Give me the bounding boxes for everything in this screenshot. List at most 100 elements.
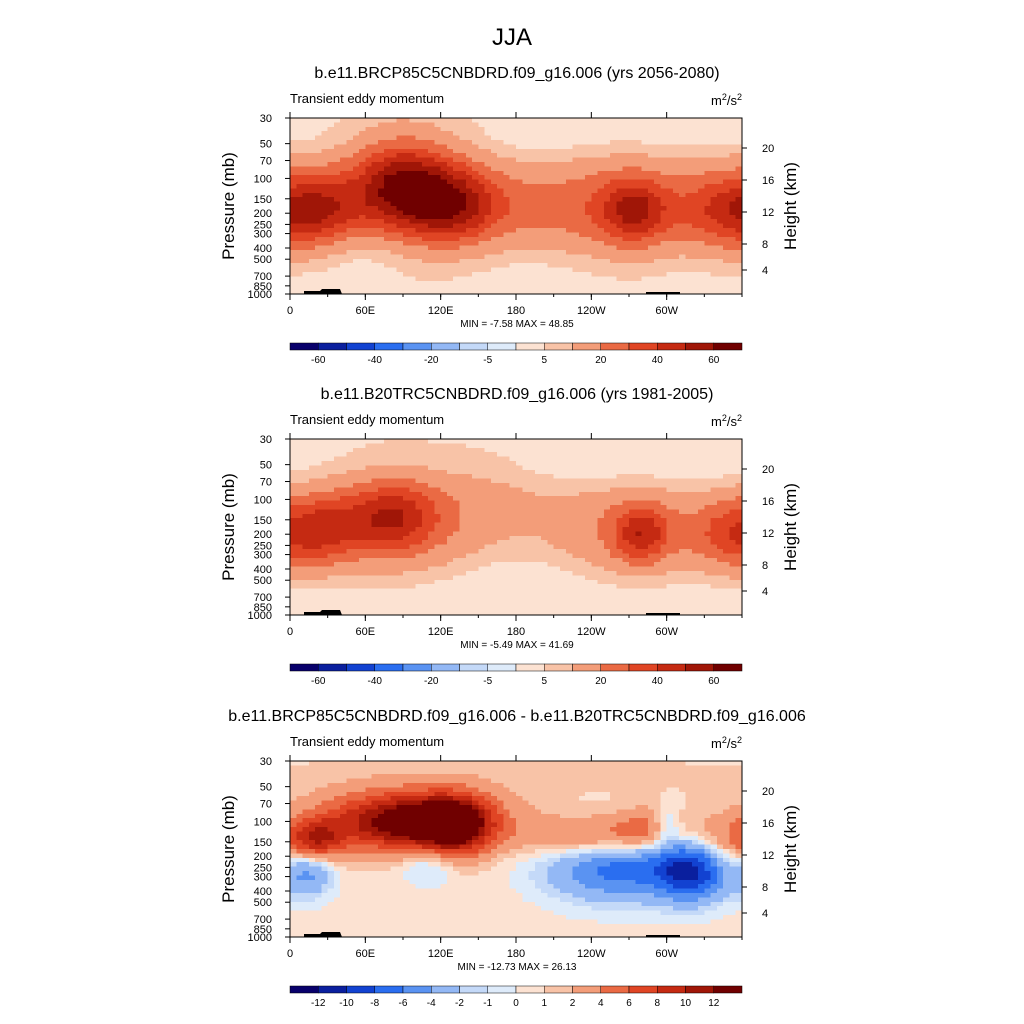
heatmap-cell: [672, 258, 680, 264]
heatmap-cell: [478, 157, 486, 163]
heatmap-cell: [365, 122, 373, 128]
heatmap-cell: [446, 267, 454, 273]
heatmap-cell: [591, 500, 599, 506]
heatmap-cell: [327, 236, 335, 242]
heatmap-cell: [490, 553, 498, 559]
heatmap-cell: [691, 232, 699, 238]
heatmap-cell: [710, 483, 718, 488]
heatmap-cell: [622, 549, 630, 554]
heatmap-cell: [415, 263, 423, 269]
heatmap-cell: [409, 549, 417, 554]
heatmap-cell: [578, 170, 586, 176]
heatmap-cell: [315, 513, 322, 519]
heatmap-cell: [497, 289, 505, 295]
heatmap-cell: [453, 157, 461, 163]
heatmap-cell: [396, 474, 404, 480]
heatmap-cell: [359, 557, 366, 563]
heatmap-cell: [390, 162, 398, 167]
heatmap-cell: [572, 527, 580, 532]
heatmap-cell: [377, 557, 385, 563]
heatmap-cell: [290, 483, 297, 488]
heatmap-cell: [629, 144, 636, 150]
heatmap-cell: [446, 228, 454, 233]
heatmap-cell: [679, 192, 687, 198]
heatmap-cell: [647, 447, 655, 453]
heatmap-cell: [321, 500, 329, 506]
heatmap-cell: [666, 465, 674, 471]
heatmap-cell: [654, 188, 661, 194]
heatmap-cell: [308, 531, 316, 537]
heatmap-cell: [578, 254, 586, 260]
heatmap-cell: [641, 131, 649, 137]
heatmap-cell: [541, 184, 548, 189]
heatmap-cell: [333, 184, 341, 189]
heatmap-cell: [572, 280, 580, 286]
heatmap-cell: [428, 118, 435, 123]
heatmap-cell: [440, 162, 448, 167]
heatmap-cell: [654, 223, 661, 229]
heatmap-cell: [516, 254, 523, 260]
heatmap-cell: [610, 531, 618, 537]
heatmap-cell: [459, 535, 467, 541]
heatmap-cell: [503, 223, 511, 229]
heatmap-cell: [629, 210, 636, 216]
heatmap-cell: [528, 487, 536, 493]
heatmap-cell: [672, 474, 680, 480]
heatmap-cell: [490, 254, 498, 260]
heatmap-cell: [710, 549, 718, 554]
heatmap-cell: [666, 245, 674, 251]
heatmap-cell: [698, 452, 705, 458]
heatmap-cell: [559, 197, 567, 203]
heatmap-cell: [396, 439, 404, 444]
heatmap-cell: [371, 162, 379, 167]
heatmap-cell: [522, 122, 530, 128]
heatmap-cell: [484, 258, 492, 264]
heatmap-cell: [679, 135, 687, 141]
heatmap-cell: [415, 285, 423, 291]
heatmap-cell: [660, 228, 668, 233]
heatmap-cell: [421, 126, 429, 132]
heatmap-cell: [302, 162, 310, 167]
heatmap-cell: [629, 478, 636, 484]
heatmap-cell: [704, 179, 712, 185]
heatmap-cell: [710, 250, 718, 255]
heatmap-cell: [691, 166, 699, 172]
heatmap-cell: [729, 157, 737, 163]
heatmap-cell: [509, 509, 517, 515]
heatmap-cell: [415, 549, 423, 554]
heatmap-cell: [616, 201, 624, 207]
heatmap-cell: [377, 487, 385, 493]
heatmap-cell: [553, 210, 561, 216]
heatmap-cell: [365, 250, 373, 255]
heatmap-cell: [396, 478, 404, 484]
heatmap-cell: [390, 188, 398, 194]
heatmap-cell: [352, 544, 360, 550]
heatmap-cell: [559, 206, 567, 211]
heatmap-cell: [679, 228, 687, 233]
heatmap-cell: [603, 461, 611, 466]
heatmap-cell: [698, 153, 705, 159]
heatmap-cell: [377, 474, 385, 480]
heatmap-cell: [729, 289, 737, 295]
heatmap-cell: [340, 452, 348, 458]
heatmap-cell: [440, 258, 448, 264]
heatmap-cell: [559, 478, 567, 484]
heatmap-cell: [603, 197, 611, 203]
heatmap-cell: [315, 192, 322, 198]
heatmap-cell: [654, 179, 661, 185]
heatmap-cell: [403, 478, 410, 484]
heatmap-cell: [716, 509, 724, 515]
heatmap-cell: [472, 478, 479, 484]
heatmap-cell: [302, 236, 310, 242]
heatmap-cell: [371, 219, 379, 225]
heatmap-cell: [409, 276, 417, 282]
heatmap-cell: [415, 531, 423, 537]
heatmap-cell: [572, 140, 580, 145]
heatmap-cell: [377, 223, 385, 229]
heatmap-cell: [453, 148, 461, 154]
heatmap-cell: [446, 135, 454, 141]
heatmap-cell: [679, 544, 687, 550]
heatmap-cell: [315, 272, 322, 277]
heatmap-cell: [585, 272, 592, 277]
heatmap-cell: [359, 443, 366, 449]
